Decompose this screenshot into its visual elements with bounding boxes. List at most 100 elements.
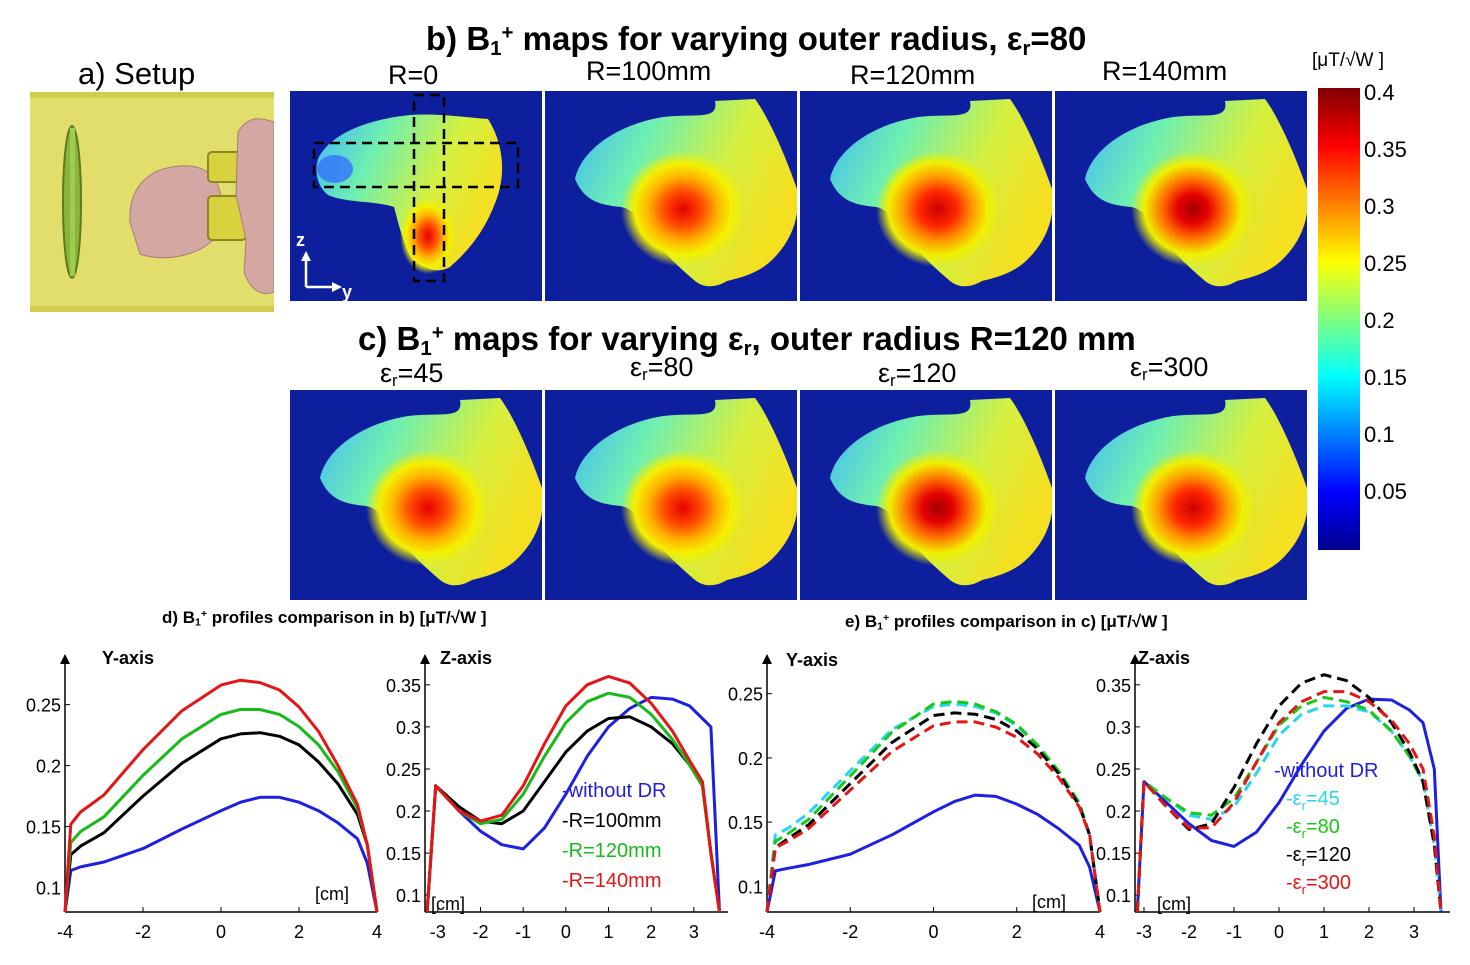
- map-label-part: =45: [397, 358, 444, 388]
- x-tick-label: -3: [430, 922, 446, 942]
- legend-entry-sub: r: [1302, 882, 1307, 897]
- panel-b-title: b) B1+ maps for varying outer radius, εr…: [426, 20, 1086, 61]
- series-line: [765, 711, 1102, 913]
- panel-c-title-part: maps for varying ε: [443, 320, 744, 357]
- panel-e-title: e) B1+ profiles comparison in c) [μT/√W …: [845, 612, 1168, 633]
- x-tick-label: 3: [689, 922, 699, 942]
- x-tick-label: 0: [1274, 922, 1284, 942]
- series-line: [1135, 690, 1443, 913]
- y-tick-label: 0.1: [396, 886, 421, 906]
- map-label-c3: εr=120: [878, 358, 956, 391]
- legend-entry: -R=100mm: [562, 810, 661, 832]
- y-tick-label: 0.2: [738, 749, 763, 769]
- heatmap: [545, 91, 797, 301]
- x-axis-label: [cm]: [1032, 892, 1066, 912]
- panel-b-title-sup: +: [501, 20, 514, 44]
- heatmap: [800, 91, 1052, 301]
- legend-entry: -εr=120: [1286, 844, 1351, 869]
- panel-e-title-part: profiles comparison in c) [μT/√W ]: [889, 612, 1168, 631]
- y-tick-label: 0.15: [26, 818, 61, 838]
- y-tick-label: 0.15: [1096, 844, 1131, 864]
- axis-z-label: z: [296, 230, 305, 250]
- legend-entry: -εr=80: [1286, 816, 1340, 841]
- legend-entry-part: -ε: [1286, 788, 1302, 810]
- y-tick-label: 0.25: [26, 696, 61, 716]
- y-axis-arrow: [420, 654, 430, 664]
- panel-a-title: a) Setup: [78, 56, 196, 91]
- y-tick-label: 0.25: [728, 685, 763, 705]
- panel-c-title-sub: 1: [420, 337, 432, 361]
- series-line: [765, 793, 1102, 913]
- colorbar-tick-label: 0.15: [1364, 365, 1407, 390]
- x-tick-label: 4: [372, 922, 382, 942]
- series-line: [63, 731, 379, 913]
- colorbar-tick-label: 0.1: [1364, 422, 1395, 447]
- y-tick-label: 0.25: [386, 760, 421, 780]
- y-tick-label: 0.3: [1106, 718, 1131, 738]
- series-line: [63, 708, 379, 913]
- heatmap: zy: [290, 91, 542, 301]
- axis-arrowheads: [301, 251, 342, 292]
- x-tick-label: -2: [472, 922, 488, 942]
- colorbar-tick-label: 0.2: [1364, 308, 1395, 333]
- panel-c-title-sup: +: [431, 320, 444, 344]
- axis-y-label: y: [342, 282, 352, 301]
- series-line: [765, 720, 1102, 913]
- profile-chart: Y-axis -4 -2 0 2 4 0.25 0.2 0.15 0.1 [cm]: [26, 648, 382, 942]
- legend-entry-part: -ε: [1286, 844, 1302, 866]
- x-tick-label: 2: [646, 922, 656, 942]
- colorbar-tick-label: 0.35: [1364, 137, 1407, 162]
- legend-entry-part: =80: [1306, 816, 1340, 838]
- panel-c-title: c) B1+ maps for varying εr, outer radius…: [358, 320, 1136, 361]
- x-axis-label: [cm]: [315, 884, 349, 904]
- y-tick-label: 0.2: [396, 802, 421, 822]
- x-tick-label: -2: [135, 922, 151, 942]
- map-label-b1: R=0: [388, 60, 439, 90]
- x-tick-label: -1: [1226, 922, 1242, 942]
- panel-b-title-part: maps for varying outer radius, ε: [513, 20, 1023, 57]
- chart-title: Y-axis: [102, 648, 154, 668]
- heatmap: [1055, 91, 1307, 301]
- x-tick-label: -1: [515, 922, 531, 942]
- legend-entry-part: -ε: [1286, 872, 1302, 894]
- y-axis-arrow: [762, 654, 772, 664]
- heatmap-hotspot: [1131, 151, 1255, 267]
- legend-entry-sub: r: [1302, 798, 1307, 813]
- colorbar-tick-label: 0.3: [1364, 194, 1395, 219]
- map-label-c2: εr=80: [630, 352, 693, 385]
- legend-entry: -R=140mm: [562, 870, 661, 892]
- panel-d-title-sup: +: [200, 608, 208, 621]
- map-label-b2: R=100mm: [586, 56, 712, 86]
- chart-title: Z-axis: [440, 648, 492, 668]
- x-tick-label: 0: [216, 922, 226, 942]
- y-tick-label: 0.3: [396, 718, 421, 738]
- map-label-sub: r: [642, 365, 648, 385]
- map-label-part: =120: [895, 358, 957, 388]
- legend-entry: -εr=45: [1286, 788, 1340, 813]
- series-line: [425, 674, 721, 913]
- profile-chart: Z-axis -3 -2 -1 0 1 2 3 0.35 0.3 0.25 0.2 0.15 0.1 [cm…: [1096, 648, 1450, 942]
- map-label-sub: r: [392, 371, 398, 391]
- legend-entry-sub: r: [1302, 826, 1307, 841]
- legend-entry: -R=120mm: [562, 840, 661, 862]
- x-tick-label: 1: [1319, 922, 1329, 942]
- map-label-c1: εr=45: [380, 358, 443, 391]
- map-label-sub: r: [1142, 365, 1148, 385]
- profile-chart: Y-axis -4 -2 0 2 4 0.25 0.2 0.15 0.1 [cm]: [728, 650, 1105, 942]
- x-tick-label: 2: [294, 922, 304, 942]
- y-tick-label: 0.1: [36, 879, 61, 899]
- panel-e-title-sup: +: [882, 612, 890, 625]
- heatmap-hotspot: [621, 151, 745, 267]
- setup-illustration: [30, 92, 274, 312]
- x-axis-label: [cm]: [431, 894, 465, 914]
- panel-c-title-part: , outer radius R=120 mm: [751, 320, 1136, 357]
- y-tick-label: 0.15: [728, 813, 763, 833]
- x-tick-label: 2: [1364, 922, 1374, 942]
- x-tick-label: -4: [57, 922, 73, 942]
- profile-chart: Z-axis -3 -2 -1 0 1 2 3 0.35 0.3 0.25 0.2 0.15 0.1 [cm…: [386, 648, 728, 942]
- colorbar-tick-label: 0.4: [1364, 80, 1395, 105]
- panel-d-title-part: profiles comparison in b) [μT/√W ]: [207, 608, 487, 627]
- y-tick-label: 0.2: [1106, 802, 1131, 822]
- y-tick-label: 0.35: [386, 676, 421, 696]
